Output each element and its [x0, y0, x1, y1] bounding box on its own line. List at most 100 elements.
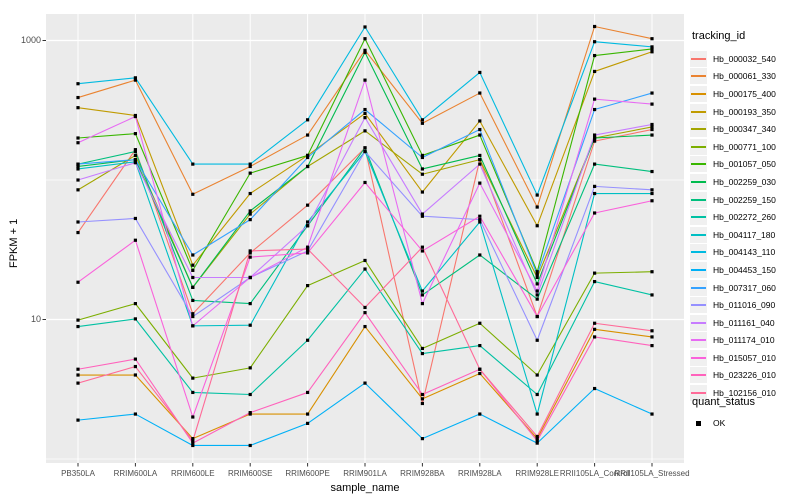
legend-item-label: Hb_011161_040 — [713, 317, 775, 328]
data-point — [650, 122, 654, 127]
legend-item-Hb_004143_110: Hb_004143_110 — [690, 244, 800, 262]
black-square-marker-icon — [690, 415, 707, 431]
data-point — [363, 111, 367, 116]
legend-item-Hb_002272_260: Hb_002272_260 — [690, 208, 800, 226]
data-point — [593, 133, 597, 137]
data-point — [76, 95, 80, 100]
data-point — [76, 106, 80, 110]
legend-item-label: Hb_000771_100 — [713, 141, 776, 152]
legend-item-label: Hb_007317_060 — [713, 282, 776, 293]
data-point — [248, 249, 252, 253]
data-point — [133, 216, 137, 221]
data-point — [133, 149, 137, 154]
data-point — [478, 218, 482, 222]
legend-key-line-icon — [690, 314, 707, 331]
data-point — [535, 289, 539, 293]
data-point — [478, 343, 482, 348]
data-point — [191, 298, 195, 303]
legend-item-label: Hb_001057_050 — [713, 159, 776, 170]
data-point — [248, 212, 252, 216]
data-point — [535, 373, 539, 377]
legend-item-label: Hb_004453_150 — [713, 264, 776, 275]
x-tick-label-RRIM901LA: RRIM901LA — [343, 469, 387, 478]
data-point — [133, 161, 137, 165]
data-point — [133, 357, 137, 361]
legend-item-Hb_000032_540: Hb_000032_540 — [690, 50, 800, 68]
legend-key-line-icon — [690, 85, 707, 102]
data-point — [191, 441, 195, 445]
data-point — [363, 48, 367, 52]
data-point — [650, 127, 654, 132]
data-point — [363, 324, 367, 329]
y-axis-title: FPKM + 1 — [8, 218, 20, 268]
data-point — [478, 181, 482, 185]
data-point — [420, 172, 424, 176]
data-point — [133, 238, 137, 242]
legend-items: Hb_000032_540 Hb_000061_330 Hb_000175_400 H… — [690, 50, 800, 402]
legend-key-line-icon — [690, 349, 707, 366]
data-point — [593, 136, 597, 140]
data-point — [306, 249, 310, 253]
data-point — [306, 164, 310, 169]
data-point — [133, 132, 137, 136]
data-point — [248, 162, 252, 166]
data-point — [191, 376, 195, 380]
data-point — [306, 251, 310, 255]
data-point — [363, 78, 367, 82]
legend-key-line-icon — [690, 138, 707, 155]
data-point — [363, 180, 367, 185]
legend-item-label: Hb_011174_010 — [713, 335, 775, 346]
data-point — [191, 192, 195, 196]
data-point — [76, 418, 80, 422]
data-point — [478, 162, 482, 166]
y-tick-label-1000: 1000 — [20, 35, 41, 45]
x-tick-label-RRIM600PE: RRIM600PE — [285, 469, 330, 478]
data-point — [593, 211, 597, 215]
legend-item-Hb_000061_330: Hb_000061_330 — [690, 68, 800, 86]
data-point — [363, 50, 367, 55]
data-point — [191, 312, 195, 316]
data-point — [535, 297, 539, 301]
data-point — [306, 247, 310, 251]
legend-key-line-icon — [690, 103, 707, 120]
data-point — [191, 162, 195, 166]
data-point — [478, 220, 482, 224]
data-point — [593, 24, 597, 29]
data-point — [191, 390, 195, 395]
data-point — [191, 253, 195, 257]
data-point — [420, 302, 424, 306]
data-point — [478, 133, 482, 137]
data-point — [133, 317, 137, 321]
data-point — [248, 323, 252, 327]
data-point — [650, 47, 654, 51]
x-tick-label-RRII105LA_Stressed: RRII105LA_Stressed — [614, 469, 690, 478]
data-point — [593, 321, 597, 325]
legend-key-line-icon — [690, 191, 707, 208]
data-point — [420, 351, 424, 356]
data-point — [420, 346, 424, 351]
x-tick-label-RRIM928BA: RRIM928BA — [400, 469, 445, 478]
data-point — [76, 230, 80, 235]
legend-quant-status: quant_status OK — [690, 396, 800, 431]
data-point — [133, 114, 137, 119]
legend-item-label: Hb_000193_350 — [713, 106, 776, 117]
data-point — [306, 224, 310, 228]
legend-key-line-icon — [690, 279, 707, 296]
legend-item-Hb_011174_010: Hb_011174_010 — [690, 332, 800, 350]
data-point — [76, 381, 80, 385]
data-point — [363, 149, 367, 154]
x-axis-title: sample_name — [330, 482, 400, 494]
data-point — [76, 188, 80, 192]
data-point — [306, 338, 310, 342]
data-point — [478, 70, 482, 75]
data-point — [478, 367, 482, 371]
data-point — [593, 53, 597, 58]
data-point — [191, 314, 195, 319]
data-point — [535, 434, 539, 439]
data-point — [76, 318, 80, 322]
x-tick-label-RRIM600LE: RRIM600LE — [171, 469, 215, 478]
legend-key-line-icon — [690, 50, 707, 67]
data-point — [133, 412, 137, 416]
data-point — [76, 167, 80, 171]
